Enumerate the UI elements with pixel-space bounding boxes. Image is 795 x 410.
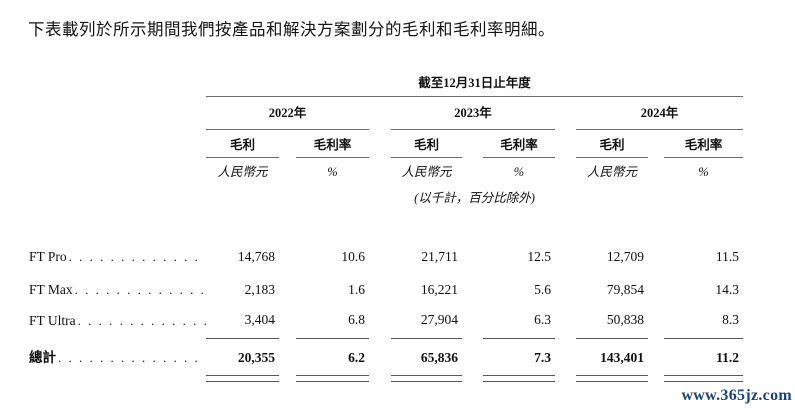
dot-leader <box>73 282 206 298</box>
double-rule <box>576 375 648 382</box>
unit-label-currency: 人民幣元 <box>586 165 637 179</box>
double-rule <box>391 375 462 382</box>
double-rule <box>296 375 369 382</box>
total-value-cell: 143,401 <box>600 350 644 365</box>
gross-profit-table: 截至12月31日止年度 2022年 2023年 2024年 毛利 毛利率 毛利 … <box>29 72 743 382</box>
total-value-cell: 7.3 <box>534 350 551 365</box>
value-cell: 12,709 <box>606 249 644 264</box>
value-cell: 27,904 <box>391 308 462 339</box>
unit-label-percent: % <box>698 165 709 179</box>
product-name: FT Ultra <box>29 313 76 328</box>
total-label: 總計 <box>29 350 56 365</box>
product-name: FT Max <box>29 282 73 297</box>
value-cell: 50,838 <box>576 308 648 339</box>
year-header-2023: 2023年 <box>391 97 555 130</box>
total-value-cell: 65,836 <box>420 350 458 365</box>
col-header-gross-profit: 毛利 <box>576 130 648 158</box>
year-header-2024: 2024年 <box>576 97 743 130</box>
value-cell: 2,183 <box>244 282 275 297</box>
row-label: FT Pro <box>29 242 206 275</box>
value-cell: 6.3 <box>483 308 555 339</box>
dot-leader <box>67 249 206 265</box>
intro-paragraph: 下表載列於所示期間我們按產品和解決方案劃分的毛利和毛利率明細。 <box>28 20 555 39</box>
dot-leader <box>76 313 206 329</box>
total-value-cell: 11.2 <box>716 350 739 365</box>
value-cell: 14.3 <box>715 282 739 297</box>
dot-leader <box>56 350 206 366</box>
total-value-cell: 6.2 <box>348 350 365 365</box>
col-header-gross-margin: 毛利率 <box>483 130 555 158</box>
unit-label-percent: % <box>327 165 338 179</box>
value-cell: 21,711 <box>421 249 458 264</box>
double-rule <box>206 375 279 382</box>
total-value-cell: 20,355 <box>237 350 275 365</box>
row-label: FT Ultra <box>29 308 206 339</box>
value-cell: 11.5 <box>715 249 739 264</box>
value-cell: 14,768 <box>237 249 275 264</box>
value-cell: 3,404 <box>206 308 279 339</box>
unit-label-percent: % <box>513 165 525 179</box>
unit-label-currency: 人民幣元 <box>401 165 452 179</box>
value-cell: 8.3 <box>664 308 743 339</box>
watermark-text: www.365jz.com <box>681 387 792 404</box>
year-header-2022: 2022年 <box>206 97 369 130</box>
units-note: (以千計，百分比除外) <box>414 191 535 205</box>
double-rule <box>483 375 555 382</box>
value-cell: 5.6 <box>534 282 551 297</box>
value-cell: 16,221 <box>420 282 458 297</box>
col-header-gross-profit: 毛利 <box>391 130 462 158</box>
period-header: 截至12月31日止年度 <box>206 72 743 97</box>
row-label: FT Max <box>29 275 206 308</box>
col-header-gross-margin: 毛利率 <box>296 130 369 158</box>
unit-label-currency: 人民幣元 <box>217 165 268 179</box>
col-header-gross-profit: 毛利 <box>206 130 279 158</box>
col-header-gross-margin: 毛利率 <box>664 130 743 158</box>
value-cell: 79,854 <box>606 282 644 297</box>
product-name: FT Pro <box>29 249 67 264</box>
double-rule <box>664 375 743 382</box>
value-cell: 6.8 <box>296 308 369 339</box>
value-cell: 10.6 <box>341 249 365 264</box>
value-cell: 1.6 <box>348 282 365 297</box>
total-row-label: 總計 <box>29 339 206 375</box>
value-cell: 12.5 <box>527 249 551 264</box>
